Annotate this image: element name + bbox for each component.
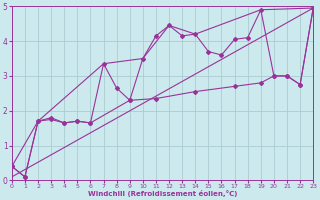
X-axis label: Windchill (Refroidissement éolien,°C): Windchill (Refroidissement éolien,°C) [88, 190, 237, 197]
